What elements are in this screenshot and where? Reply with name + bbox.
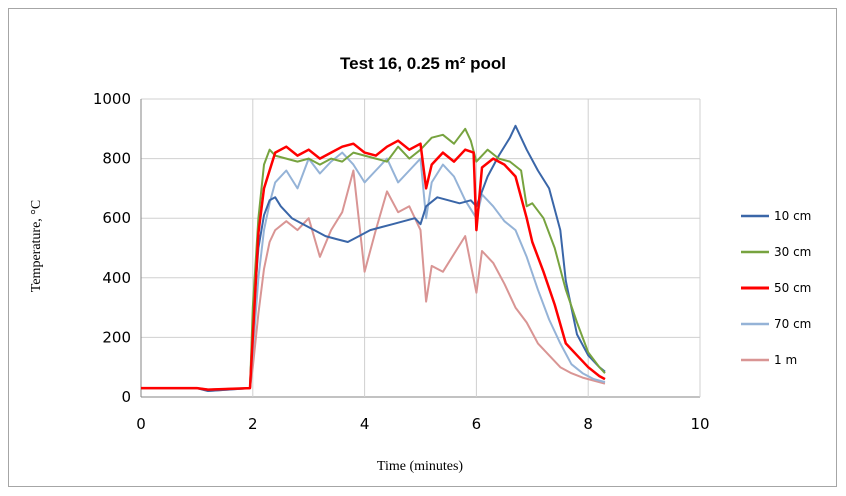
y-tick-label: 600 bbox=[102, 209, 131, 227]
x-tick-label: 6 bbox=[472, 415, 482, 433]
x-tick-label: 0 bbox=[136, 415, 146, 433]
legend-entry: 10 cm bbox=[774, 209, 811, 223]
series-line-50-cm bbox=[141, 139, 606, 391]
chart-title: Test 16, 0.25 m² pool bbox=[340, 54, 506, 73]
y-tick-label: 1000 bbox=[93, 90, 131, 108]
y-axis-label: Temperature, °C bbox=[29, 200, 44, 292]
y-tick-label: 400 bbox=[102, 269, 131, 287]
grid-lines bbox=[140, 98, 701, 398]
x-tick-labels: 0 2 4 6 8 10 bbox=[136, 415, 709, 433]
x-tick-label: 8 bbox=[583, 415, 593, 433]
series-lines bbox=[141, 124, 606, 392]
series-line-1-m bbox=[141, 169, 606, 392]
x-tick-label: 4 bbox=[360, 415, 370, 433]
legend-entry: 1 m bbox=[774, 353, 797, 367]
x-tick-label: 2 bbox=[248, 415, 258, 433]
legend: 10 cm 30 cm 50 cm 70 cm 1 m bbox=[741, 209, 811, 367]
x-tick-label: 10 bbox=[690, 415, 709, 433]
y-tick-label: 0 bbox=[121, 388, 131, 406]
x-axis-label: Time (minutes) bbox=[377, 459, 464, 474]
y-tick-label: 200 bbox=[102, 328, 131, 346]
series-line-30-cm bbox=[141, 127, 606, 391]
legend-entry: 30 cm bbox=[774, 245, 811, 259]
legend-entry: 50 cm bbox=[774, 281, 811, 295]
y-tick-labels: 0 200 400 600 800 1000 bbox=[93, 90, 131, 406]
legend-entry: 70 cm bbox=[774, 317, 811, 331]
series-line-70-cm bbox=[141, 151, 606, 391]
y-tick-label: 800 bbox=[102, 150, 131, 168]
series-line-10-cm bbox=[141, 124, 606, 392]
